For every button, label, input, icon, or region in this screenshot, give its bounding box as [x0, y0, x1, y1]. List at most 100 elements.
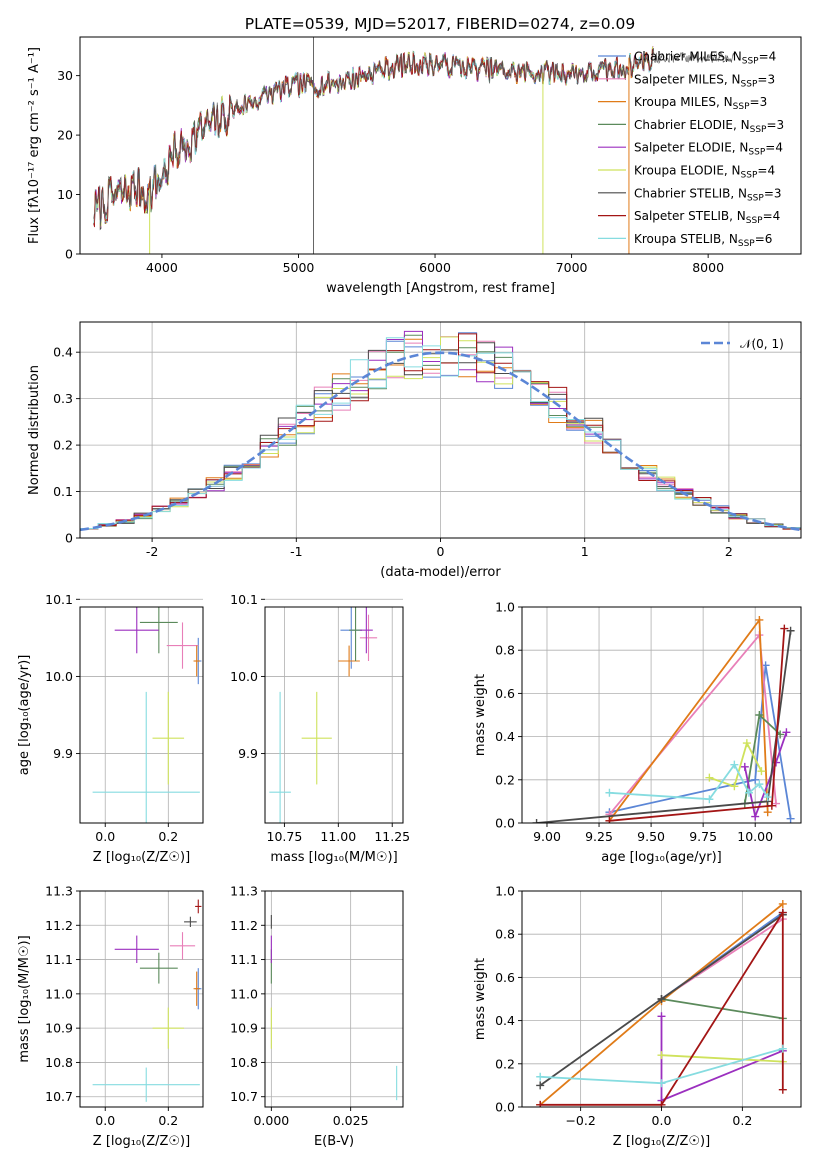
weight-marker [705, 773, 714, 782]
x-tick-label: 9.75 [689, 829, 717, 844]
errorbar-point-2 [193, 971, 200, 1006]
x-tick-label: 0.0 [95, 1113, 115, 1128]
x-tick-label: 10.00 [737, 829, 773, 844]
weight-marker [782, 728, 791, 737]
errorbar-point-4 [359, 607, 373, 654]
errorbar-point-5 [152, 1007, 185, 1049]
normal-reference-curve [80, 351, 801, 532]
legend-entry: Chabrier MILES, NSSP=4 [634, 50, 776, 67]
mass-vs-metallicity-panel: 0.0 0.2 10.7 10.8 10.9 11.0 11.1 11.2 11.3 Z [log… [17, 884, 204, 1149]
y-tick-label: 9.9 [238, 746, 258, 761]
errorbar-point-1 [169, 932, 196, 960]
weight-marker [742, 739, 751, 748]
y-tick-label: 0.2 [495, 1056, 515, 1071]
age-vs-metallicity-panel: 0.0 0.2 9.9 10.0 10.1 Z [log₁₀(Z/Z☉)] age [log… [17, 553, 204, 865]
legend-entry: Salpeter ELODIE, NSSP=4 [634, 141, 783, 158]
y-tick-label: 9.9 [53, 746, 73, 761]
x-axis-label: age [log₁₀(age/yr)] [601, 850, 722, 865]
y-tick-label: 10.0 [230, 669, 258, 684]
y-tick-label: 30 [57, 68, 73, 83]
y-tick-label: 0.8 [495, 927, 515, 942]
weight-line-0 [609, 665, 792, 819]
weight-marker [751, 812, 760, 821]
weight-marker [657, 1100, 666, 1107]
x-tick-label: 0.000 [253, 1113, 289, 1128]
y-tick-label: 10.8 [45, 1055, 73, 1070]
weight-marker [740, 762, 749, 771]
weight-marker [730, 782, 739, 791]
weight-marker [755, 780, 764, 789]
plot-frame [264, 606, 404, 824]
x-tick-label: 4000 [146, 260, 178, 275]
y-tick-label: 0.2 [53, 438, 73, 453]
x-tick-label: 10.75 [267, 829, 303, 844]
weight-marker [778, 1085, 787, 1094]
y-tick-label: 1.0 [495, 600, 515, 615]
errorbar-point-6 [184, 916, 197, 927]
x-axis-label: E(B-V) [314, 1134, 354, 1149]
x-axis-label: Z [log₁₀(Z/Z☉)] [93, 850, 190, 865]
plot-frame [79, 890, 204, 1108]
errorbar-point-8 [92, 691, 200, 823]
x-tick-label: 9.50 [637, 829, 665, 844]
y-tick-label: 0.4 [53, 345, 73, 360]
y-tick-label: 11.3 [230, 884, 258, 899]
errorbar-point-7 [195, 553, 201, 584]
x-tick-label: 11.00 [320, 829, 356, 844]
weight-marker [786, 626, 795, 635]
weight-line-8 [609, 762, 769, 801]
errorbar-point-7 [195, 899, 202, 914]
plot-frame [79, 606, 204, 824]
y-tick-label: 10.9 [230, 1021, 258, 1036]
legend-entry: Kroupa MILES, NSSP=3 [634, 95, 767, 112]
weight-marker [778, 1044, 787, 1053]
x-tick-label: 6000 [419, 260, 451, 275]
y-tick-label: 0.8 [495, 643, 515, 658]
legend-entry: Kroupa STELIB, NSSP=6 [634, 232, 772, 249]
weight-marker [780, 624, 789, 633]
weight-line-7 [540, 909, 784, 1106]
errorbar-point-3 [139, 952, 178, 984]
errorbar-point-5 [301, 691, 332, 785]
weight-marker [536, 1100, 545, 1107]
errorbar-point-1 [166, 622, 199, 669]
y-tick-label: 10.1 [230, 592, 258, 607]
y-tick-label: 1.0 [495, 884, 515, 899]
x-tick-label: 0.2 [158, 1113, 178, 1128]
figure-title: PLATE=0539, MJD=52017, FIBERID=0274, z=0… [245, 15, 635, 33]
x-axis-label: (data-model)/error [380, 565, 501, 580]
y-axis-label: Flux [fλ10⁻¹⁷ erg cm⁻² s⁻¹ A⁻¹] [27, 47, 42, 244]
x-tick-label: 8000 [692, 260, 724, 275]
weight-marker [763, 808, 772, 817]
y-tick-label: 0.0 [495, 816, 515, 831]
x-tick-label: 0 [437, 544, 445, 559]
y-tick-label: 10.1 [45, 592, 73, 607]
y-tick-label: 10 [57, 187, 73, 202]
residuals-panel: -2 -1 0 1 2 0 0.1 0.2 0.3 0.4 (data-model)/error No… [27, 321, 802, 580]
y-tick-label: 10.8 [230, 1055, 258, 1070]
weight-vs-metallicity-panel: −0.2 0.0 0.2 0.0 0.2 0.4 0.6 0.8 1.0 Z [log₁₀(Z/Z… [473, 884, 802, 1149]
y-tick-label: 0.3 [53, 391, 73, 406]
legend-entry: 𝒩(0, 1) [740, 337, 784, 351]
x-tick-label: 0.025 [333, 1113, 369, 1128]
y-axis-label: mass weight [473, 958, 488, 1040]
x-tick-label: 1 [581, 544, 589, 559]
legend-entry: Salpeter STELIB, NSSP=4 [634, 209, 780, 226]
errorbar-point-3 [139, 607, 178, 654]
weight-marker [657, 995, 666, 1003]
plot-frame [79, 36, 802, 255]
y-tick-label: 0.4 [495, 1013, 515, 1028]
weight-marker [755, 711, 764, 719]
x-tick-label: −0.2 [565, 1113, 595, 1128]
spectrum-panel: 4000 5000 6000 7000 8000 0 10 20 30 wavelength [A… [27, 36, 802, 296]
x-tick-label: 0.2 [158, 829, 178, 844]
weight-marker [657, 1051, 666, 1060]
errorbar-point-4 [114, 607, 159, 654]
weight-marker [757, 767, 766, 776]
weight-marker [605, 816, 614, 823]
weight-vs-age-panel: 9.00 9.25 9.50 9.75 10.00 0.0 0.2 0.4 0.6 0.8 1.0 a… [473, 600, 802, 865]
y-tick-label: 0.0 [495, 1100, 515, 1115]
y-tick-label: 11.2 [230, 918, 258, 933]
errorbar-point-4 [114, 935, 159, 963]
weight-marker [763, 793, 772, 802]
